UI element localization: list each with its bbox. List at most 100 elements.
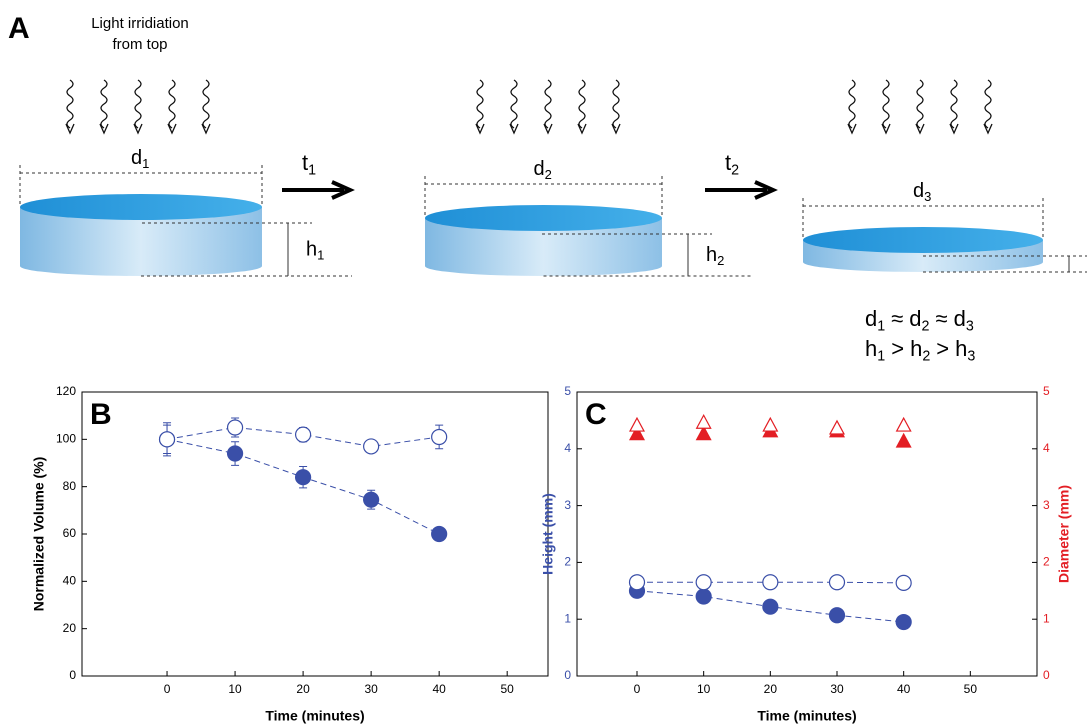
circle-marker (226, 445, 244, 462)
subscript: 2 (545, 167, 552, 182)
triangle-marker (628, 416, 646, 432)
label: d2 (534, 158, 552, 182)
light-wave (578, 79, 586, 129)
subscript: 3 (924, 189, 931, 204)
arrow-head (99, 123, 109, 135)
subscript: 1 (308, 162, 316, 178)
label: t2 (725, 150, 739, 179)
subscript: 1 (142, 156, 149, 171)
arrow-head (949, 123, 959, 135)
y-axis-title: Normalized Volume (%) (31, 457, 47, 612)
x-tick-label: 50 (501, 682, 515, 696)
label: d3 (913, 180, 931, 204)
y-tick-label: 3 (1043, 498, 1050, 512)
circle-marker (226, 419, 244, 436)
symbol: h (706, 244, 717, 266)
y-tick-label: 4 (1043, 441, 1050, 455)
symbol: d (534, 158, 545, 180)
x-tick-label: 40 (432, 682, 446, 696)
chart: 0 10 20 30 40 50 0 20 40 60 80 100 120 Time (minutes)… (31, 384, 549, 724)
y-tick-label: 2 (1043, 555, 1050, 569)
arrow-head (881, 123, 891, 135)
disk-side (425, 218, 662, 276)
note: Light irridiation (91, 15, 189, 32)
light-wave (950, 79, 958, 129)
symbol: h (910, 336, 922, 361)
circle-marker (158, 431, 176, 448)
x-tick-label: 20 (764, 682, 778, 696)
arrow-head (577, 123, 587, 135)
label: h1 (306, 239, 324, 263)
panel-label: A (8, 12, 30, 45)
y-tick-label: 40 (63, 574, 77, 588)
light-wave (66, 79, 74, 129)
y-axis-title: Height (mm) (540, 493, 556, 575)
y-tick-label: 3 (564, 498, 571, 512)
light-wave (134, 79, 142, 129)
subscript: 2 (731, 162, 739, 178)
light-wave (100, 79, 108, 129)
arrow-head (543, 123, 553, 135)
y-tick-label: 2 (564, 555, 571, 569)
circle-marker (628, 574, 646, 591)
arrow-head (65, 123, 75, 135)
y-tick-label: 100 (56, 432, 76, 446)
circle-marker (695, 574, 712, 591)
symbol: h (865, 336, 877, 361)
y-tick-label: 4 (564, 441, 571, 455)
arrow-head (167, 123, 177, 135)
arrow-head (847, 123, 857, 135)
triangle-marker (695, 425, 712, 441)
symbol: t (725, 150, 731, 175)
light-wave (984, 79, 992, 129)
circle-marker (762, 598, 779, 615)
operator: ≈ (935, 306, 947, 331)
panel-label: C (585, 398, 607, 431)
triangle-marker (695, 413, 712, 429)
light-wave (882, 79, 890, 129)
disk-top (803, 227, 1043, 253)
light-wave (510, 79, 518, 129)
label: t1 (302, 150, 316, 179)
symbol: d (865, 306, 877, 331)
note: from top (112, 36, 167, 53)
arrow-head (509, 123, 519, 135)
triangle-marker (628, 425, 646, 441)
y-tick-label: 0 (1043, 668, 1050, 682)
disk-side (20, 207, 262, 276)
y-tick-label: 80 (63, 479, 77, 493)
label: d1 ≈ d2 ≈ d3 (865, 306, 974, 335)
x-axis-title: Time (minutes) (757, 708, 856, 724)
light-wave (612, 79, 620, 129)
x-tick-label: 50 (964, 682, 978, 696)
arrow-head (983, 123, 993, 135)
symbol: h (955, 336, 967, 361)
y-tick-label: 5 (564, 384, 571, 398)
subscript: 1 (877, 318, 885, 334)
circle-marker (431, 428, 448, 446)
circle-marker (431, 525, 448, 543)
x-tick-label: 0 (634, 682, 641, 696)
circle-marker (895, 613, 912, 631)
circle-marker (695, 588, 712, 605)
subscript: 2 (922, 318, 930, 334)
label: h1 > h2 > h3 (865, 336, 975, 365)
light-wave (544, 79, 552, 129)
x-tick-label: 30 (830, 682, 844, 696)
y-tick-label: 0 (69, 668, 76, 682)
arrow-head (611, 123, 621, 135)
y-tick-label: 120 (56, 384, 76, 398)
triangle-marker (895, 432, 912, 448)
subscript: 2 (717, 253, 724, 268)
symbol: h (306, 239, 317, 261)
label: d1 (131, 147, 149, 171)
subscript: 1 (877, 348, 885, 364)
triangle-marker (895, 416, 912, 432)
y2-axis-title: Diameter (mm) (1056, 485, 1072, 583)
light-wave (476, 79, 484, 129)
operator: > (891, 336, 904, 361)
y-tick-label: 60 (63, 526, 77, 540)
symbol: t (302, 150, 308, 175)
